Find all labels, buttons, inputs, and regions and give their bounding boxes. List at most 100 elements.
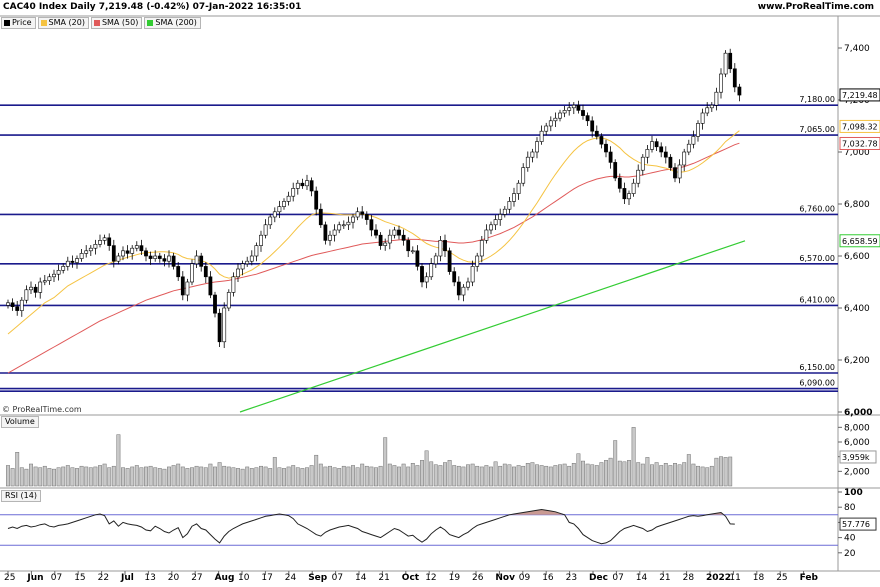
volume-bar (328, 465, 332, 487)
volume-bar (130, 466, 135, 487)
volume-bar (167, 466, 171, 487)
candle-body (52, 273, 56, 278)
volume-bar (383, 437, 388, 487)
x-tick-label: 14 (355, 573, 367, 583)
volume-bar (516, 465, 521, 487)
volume-bar (668, 465, 673, 487)
candle-body (617, 177, 622, 189)
candle-body (203, 266, 208, 278)
volume-bar (558, 464, 562, 487)
x-tick-label: 25 (4, 573, 15, 583)
last-value-label: 6,658.59 (842, 237, 878, 246)
candle-body (295, 182, 300, 189)
rsi-last-label: 57.776 (842, 520, 870, 529)
volume-bar (663, 463, 668, 487)
candle-body (498, 214, 503, 220)
candle-body (84, 250, 89, 254)
x-tick-label: 20 (168, 573, 180, 583)
volume-bar (673, 463, 677, 487)
volume-bar (332, 467, 337, 487)
candle-body (47, 276, 52, 281)
sma200-line (239, 240, 746, 413)
volume-bar (576, 453, 581, 487)
volume-bar (470, 463, 475, 487)
candle-body (668, 156, 673, 168)
candle-body (79, 253, 84, 259)
volume-bar (401, 463, 406, 487)
volume-bar (723, 457, 728, 487)
volume-bar (10, 468, 15, 487)
volume-bar (263, 466, 268, 487)
legend-item-sma50[interactable]: SMA (50) (90, 17, 143, 29)
volume-bar (116, 434, 121, 487)
x-tick-label: 19 (449, 573, 461, 583)
volume-bar (213, 466, 217, 487)
volume-bar (42, 465, 47, 487)
candle-body (686, 143, 691, 153)
volume-bar (613, 440, 618, 487)
volume-bar (709, 465, 714, 487)
volume-bar (705, 467, 710, 487)
volume-bar (351, 465, 355, 487)
x-tick-label: 15 (74, 573, 85, 583)
volume-bar (222, 465, 227, 487)
volume-bar (249, 468, 254, 487)
volume-bar (650, 464, 654, 487)
volume-bar (507, 464, 512, 487)
candle-body (56, 269, 61, 275)
level-label: 6,760.00 (799, 204, 835, 213)
volume-bar (452, 465, 457, 487)
candle-body (415, 250, 420, 267)
candle-body (153, 255, 158, 259)
candle-body (236, 268, 240, 278)
volume-bar (489, 466, 493, 487)
volume-bar (346, 466, 351, 487)
volume-bar (199, 466, 204, 487)
candle-body (332, 229, 337, 236)
x-tick-label: 09 (519, 573, 531, 583)
x-tick-label: 18 (753, 573, 765, 583)
volume-bar (309, 465, 314, 487)
level-label: 6,570.00 (799, 254, 835, 263)
candle-body (24, 289, 29, 301)
candle-body (539, 130, 544, 142)
price-y-tick-label: 6,600 (844, 252, 870, 262)
volume-bar (15, 452, 20, 487)
volume-bar (180, 466, 185, 487)
volume-bar (461, 466, 466, 487)
volume-bar (599, 462, 604, 487)
x-tick-label: 16 (542, 573, 554, 583)
rsi-panel-label: RSI (14) (1, 490, 41, 502)
legend-item-sma20[interactable]: SMA (20) (37, 17, 89, 29)
candle-body (530, 151, 535, 158)
volume-bar (622, 461, 627, 487)
level-label: 7,065.00 (799, 125, 835, 134)
candle-body (613, 162, 618, 179)
candle-body (148, 255, 153, 259)
legend-item-sma200[interactable]: SMA (200) (144, 17, 201, 29)
legend-swatch (4, 20, 10, 26)
volume-bar (466, 464, 470, 487)
volume-bar (153, 467, 158, 487)
volume-bar (236, 468, 240, 487)
rsi-line (7, 508, 735, 545)
price-y-tick-label: 7,000 (844, 148, 870, 158)
volume-bar (479, 466, 484, 487)
volume-bar (314, 454, 319, 487)
brand-link[interactable]: www.ProRealTime.com (757, 2, 874, 12)
volume-y-tick-label: 6,000 (844, 438, 870, 448)
volume-bar (33, 466, 38, 487)
candle-body (673, 167, 677, 179)
candle-body (475, 255, 480, 267)
x-tick-label: 21 (378, 573, 389, 583)
x-tick-label: Nov (495, 573, 515, 583)
candle-body (61, 266, 66, 271)
sma50-line (7, 142, 740, 374)
volume-bar (194, 465, 199, 487)
candle-body (447, 250, 452, 272)
candle-body (654, 141, 659, 148)
volume-bar (217, 462, 222, 487)
legend-item-price[interactable]: Price (1, 17, 36, 29)
price-y-tick-label: 7,400 (844, 44, 870, 54)
